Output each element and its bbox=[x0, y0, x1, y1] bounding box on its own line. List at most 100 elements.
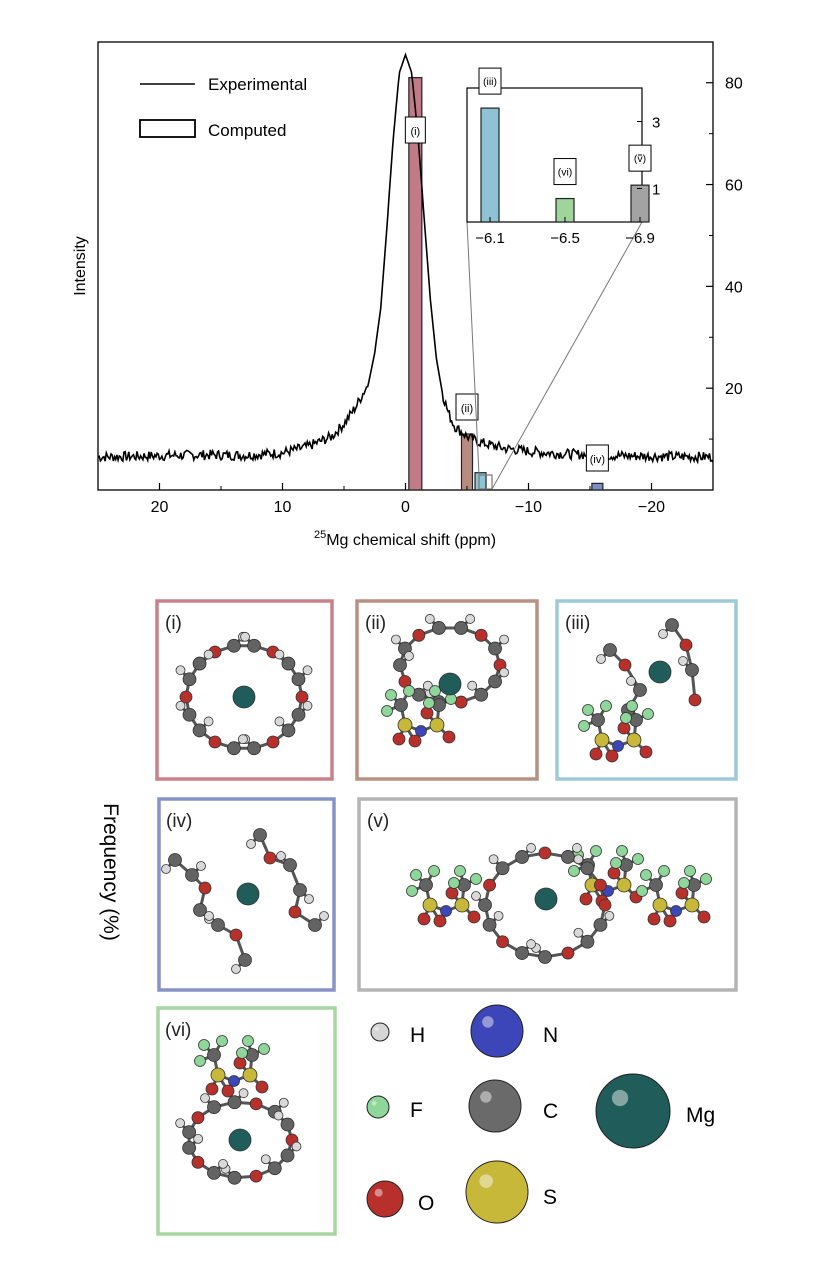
atom-o bbox=[229, 928, 243, 942]
y-tick-label: 40 bbox=[725, 279, 743, 296]
legend-computed-swatch bbox=[139, 119, 196, 138]
bar-i bbox=[408, 77, 423, 491]
atom-h bbox=[467, 680, 478, 691]
atom-c bbox=[293, 883, 307, 897]
atom-o bbox=[561, 946, 575, 960]
x-tick-label: −20 bbox=[638, 499, 665, 516]
atom-s bbox=[210, 1067, 226, 1083]
legend-atom-c-highlight bbox=[480, 1091, 492, 1103]
atom-h bbox=[319, 911, 329, 921]
experimental-line bbox=[98, 52, 713, 465]
legend-atom-f-highlight bbox=[371, 1100, 377, 1106]
atom-n bbox=[670, 905, 682, 917]
atom-f bbox=[610, 857, 622, 869]
panel-iv-frame bbox=[157, 797, 336, 992]
legend-atom-mg-highlight bbox=[611, 1089, 629, 1107]
atom-f bbox=[448, 877, 460, 889]
legend-atom-mg-label: Mg bbox=[686, 1104, 715, 1127]
atom-c bbox=[281, 656, 296, 671]
atom-c bbox=[192, 723, 207, 738]
atom-c bbox=[561, 850, 575, 864]
atom-c bbox=[495, 861, 510, 876]
atom-o bbox=[249, 1169, 263, 1183]
atom-s bbox=[429, 717, 445, 733]
legend-atom-s-sphere bbox=[465, 1160, 529, 1224]
atom-f bbox=[642, 708, 654, 720]
atom-f bbox=[381, 705, 393, 717]
atom-c bbox=[227, 741, 241, 756]
atom-c bbox=[538, 950, 552, 964]
atom-o bbox=[598, 898, 612, 912]
atom-o bbox=[233, 1056, 247, 1070]
atom-f bbox=[242, 1035, 254, 1047]
atom-o bbox=[412, 628, 426, 642]
legend-atom-o-sphere bbox=[366, 1180, 404, 1218]
atom-c bbox=[633, 683, 647, 697]
atom-f bbox=[568, 865, 580, 877]
legend-atom-o-highlight bbox=[374, 1188, 383, 1197]
atom-o bbox=[408, 734, 422, 748]
atom-c bbox=[580, 861, 595, 876]
atom-f bbox=[636, 885, 648, 897]
atom-o bbox=[191, 1111, 205, 1125]
atom-o bbox=[474, 628, 488, 642]
atom-f bbox=[600, 700, 612, 712]
atom-o bbox=[538, 846, 552, 860]
atom-f bbox=[678, 877, 690, 889]
spectrum-chart: (i) (ii) (iv) 20 10 0 −10 −20 20 40 60 80 (iii) (v… bbox=[72, 41, 743, 941]
x-tick-label: 10 bbox=[274, 499, 292, 516]
bar-iii bbox=[474, 472, 487, 491]
atom-o bbox=[454, 695, 468, 709]
atom-c bbox=[207, 1048, 221, 1062]
atom-f bbox=[454, 865, 466, 877]
atom-c bbox=[593, 917, 608, 932]
atom-o bbox=[295, 690, 309, 704]
molecule-i bbox=[175, 631, 313, 756]
y-tick-label: 20 bbox=[725, 381, 743, 398]
atom-f bbox=[616, 845, 628, 857]
atom-o bbox=[594, 878, 607, 892]
atom-h bbox=[604, 910, 615, 921]
atom-f bbox=[578, 720, 590, 732]
atom-h bbox=[291, 1141, 302, 1152]
inset-y-tick-label: 3 bbox=[652, 115, 660, 132]
atom-c bbox=[308, 918, 322, 932]
atom-c bbox=[393, 658, 407, 672]
frequency-axis-title: Frequency (%) bbox=[99, 803, 122, 941]
atom-o bbox=[697, 910, 711, 924]
panel-v-label: (v) bbox=[367, 811, 389, 832]
atom-c bbox=[482, 917, 497, 932]
legend-atom-o-label: O bbox=[418, 1192, 434, 1215]
atom-h bbox=[658, 629, 668, 639]
atom-h bbox=[302, 700, 313, 711]
atom-n bbox=[440, 905, 452, 917]
panel-i-label: (i) bbox=[165, 613, 182, 634]
atom-c bbox=[603, 643, 617, 657]
atom-h bbox=[573, 927, 584, 938]
atom-mg bbox=[236, 882, 260, 906]
bar-ii bbox=[460, 433, 474, 491]
x-axis-title-superscript: 25 bbox=[314, 529, 326, 541]
atom-mg bbox=[648, 660, 672, 684]
x-tick-label: −10 bbox=[515, 499, 542, 516]
atom-o bbox=[179, 690, 193, 704]
atom-h bbox=[302, 665, 313, 676]
atom-o bbox=[221, 1084, 235, 1098]
atom-c bbox=[182, 1141, 197, 1155]
atom-f bbox=[198, 1039, 210, 1051]
bar-label-box-ii bbox=[455, 393, 479, 421]
y-tick-label: 80 bbox=[725, 76, 743, 93]
atom-f bbox=[684, 865, 696, 877]
inset-label-v: (v) bbox=[634, 153, 646, 165]
atom-legend: H N F C Mg O S bbox=[366, 1004, 715, 1224]
atom-h bbox=[161, 864, 171, 874]
atom-s bbox=[242, 1067, 258, 1083]
atom-h bbox=[274, 716, 285, 727]
x-axis-title-text: Mg chemical shift (ppm) bbox=[326, 532, 496, 549]
molecule-v bbox=[406, 843, 712, 964]
legend-atom-h-highlight bbox=[374, 1026, 379, 1031]
atom-h bbox=[175, 665, 186, 676]
molecule-ii bbox=[381, 614, 509, 748]
bar-label-box-i bbox=[404, 116, 426, 144]
